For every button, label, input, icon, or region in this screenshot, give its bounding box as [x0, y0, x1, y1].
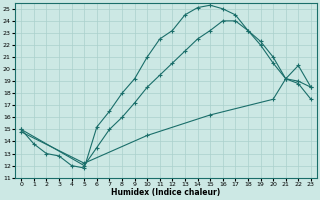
X-axis label: Humidex (Indice chaleur): Humidex (Indice chaleur) [111, 188, 221, 197]
